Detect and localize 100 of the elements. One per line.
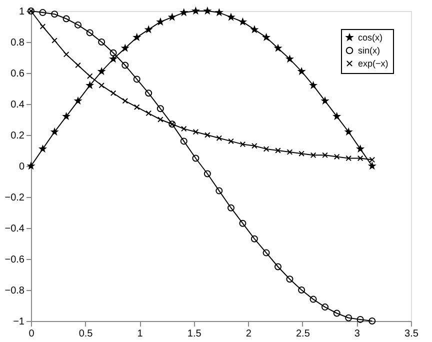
point: [204, 132, 210, 138]
point: [28, 162, 34, 169]
x-tick-label: 3: [354, 328, 360, 340]
point: [74, 97, 82, 104]
point: [239, 18, 246, 25]
point: [227, 204, 234, 212]
point: [63, 52, 70, 58]
point: [228, 138, 234, 144]
point: [180, 9, 188, 16]
x-tick-label: 1: [137, 328, 144, 340]
point: [157, 18, 164, 25]
point: [216, 187, 223, 194]
y-tick-label: 0.6: [10, 68, 25, 80]
point: [156, 105, 164, 112]
x-tick-label: 2.5: [296, 328, 310, 340]
y-tick-label: −0.4: [4, 224, 25, 234]
x-tick-label: 3.5: [404, 328, 419, 340]
point: [252, 142, 258, 149]
point: [204, 170, 211, 178]
point: [298, 286, 306, 294]
point: [40, 24, 46, 30]
point: [322, 304, 329, 311]
point: [51, 128, 58, 135]
point: [204, 8, 211, 14]
point: [368, 162, 376, 169]
point: [134, 34, 140, 40]
point: [122, 62, 129, 69]
point: [228, 14, 234, 20]
point: [333, 310, 340, 317]
legend-label: cos(x): [358, 32, 382, 42]
point: [110, 56, 117, 62]
point: [356, 145, 364, 152]
point: [369, 156, 376, 163]
point: [298, 150, 304, 156]
x-tick-label: 1.5: [187, 328, 202, 340]
point: [262, 249, 270, 256]
point: [180, 138, 188, 145]
y-tick-label: 0.2: [10, 130, 25, 142]
x-tick-label: 0.5: [78, 328, 94, 340]
point: [192, 8, 200, 14]
point: [145, 26, 152, 33]
point: [322, 97, 328, 104]
y-tick-label: −1: [13, 316, 25, 328]
point: [310, 82, 317, 88]
x-tick-label: 2: [246, 328, 252, 340]
y-tick-label: 0.4: [10, 100, 25, 110]
point: [86, 73, 93, 79]
point: [322, 152, 328, 158]
point: [133, 76, 140, 83]
point: [39, 145, 46, 152]
point: [51, 10, 58, 18]
point: [346, 155, 352, 162]
point: [192, 129, 199, 135]
point: [122, 44, 128, 52]
point: [251, 26, 258, 33]
point: [286, 276, 294, 283]
y-tick-label: 0.8: [10, 38, 25, 48]
point: [356, 316, 364, 323]
point: [345, 314, 352, 322]
x-tick-label: 0: [28, 328, 35, 340]
point: [158, 116, 164, 122]
y-tick-label: −0.6: [4, 254, 25, 266]
legend-label: exp(−x): [358, 58, 388, 68]
point: [86, 82, 94, 88]
point: [263, 146, 270, 152]
point: [310, 296, 317, 303]
y-tick-label: −0.8: [4, 286, 25, 296]
y-tick-label: 0: [18, 162, 25, 172]
point: [192, 154, 200, 162]
point: [134, 104, 140, 110]
point: [98, 68, 105, 74]
point: [122, 98, 128, 104]
y-tick-label: −0.2: [4, 192, 25, 204]
point: [180, 126, 187, 132]
point: [75, 62, 81, 68]
point: [357, 155, 364, 162]
legend-label: sin(x): [358, 46, 380, 56]
point: [98, 38, 106, 46]
point: [345, 128, 352, 135]
point: [250, 235, 258, 242]
point: [298, 68, 305, 74]
point: [274, 263, 282, 270]
point: [274, 44, 282, 52]
y-tick-label: 1: [18, 6, 25, 18]
point: [52, 38, 58, 44]
point: [110, 49, 117, 56]
point: [62, 112, 70, 120]
point: [286, 149, 293, 155]
point: [145, 90, 152, 97]
point: [286, 56, 294, 62]
point: [110, 90, 116, 96]
point: [333, 112, 340, 120]
point: [146, 110, 152, 116]
point: [240, 141, 246, 148]
point: [334, 154, 340, 160]
point: [74, 21, 82, 28]
point: [39, 9, 46, 16]
point: [216, 135, 222, 141]
point: [86, 29, 94, 36]
point: [98, 82, 104, 88]
